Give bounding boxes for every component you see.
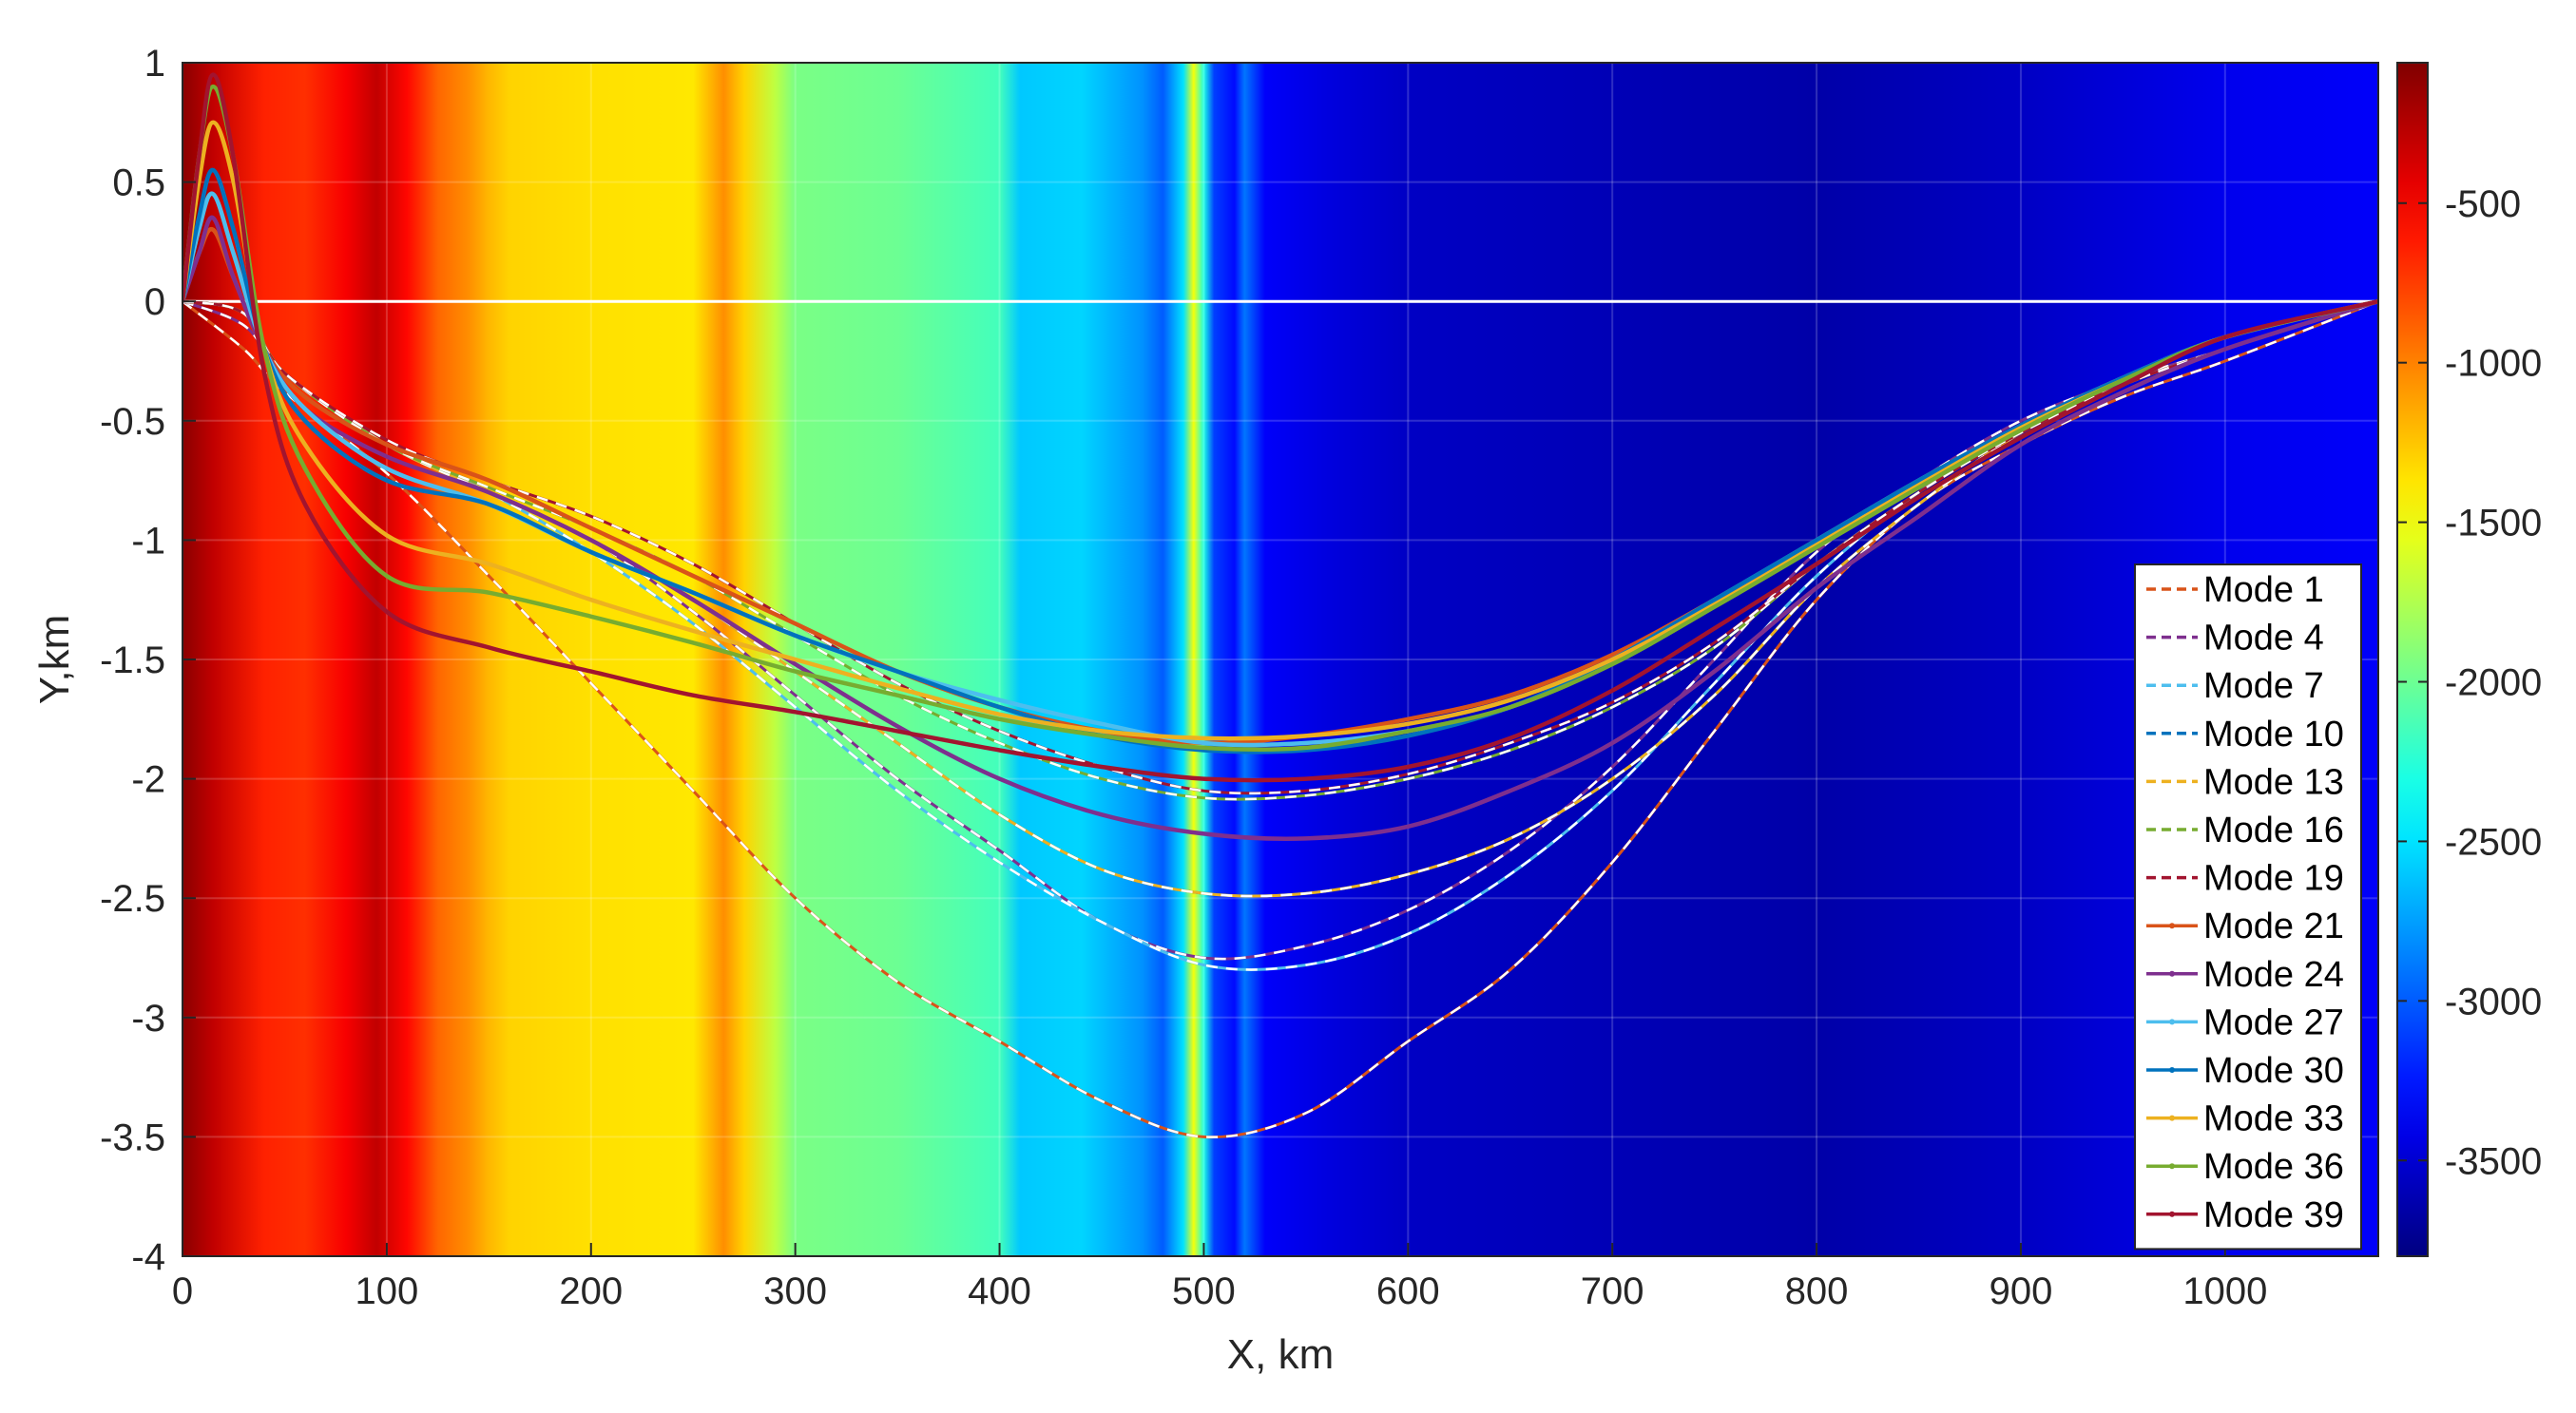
legend-label-mode-36: Mode 36 [2203, 1147, 2344, 1187]
series-line-mode-39 [183, 72, 2378, 783]
legend-label-mode-13: Mode 13 [2203, 762, 2344, 802]
x-tick-label: 700 [1581, 1270, 1644, 1312]
colorbar: -500 -1000 -1500 -2000 -2500 -3000 -3500 [2396, 62, 2542, 1257]
legend-label-mode-10: Mode 10 [2203, 715, 2344, 754]
x-tick-label: 500 [1172, 1270, 1236, 1312]
legend-label-mode-7: Mode 7 [2203, 666, 2324, 706]
y-tick-label: -2.5 [100, 878, 165, 920]
x-tick-label: 0 [172, 1270, 193, 1312]
plot-area [182, 62, 2379, 1257]
colorbar-tick-label: -500 [2445, 183, 2521, 225]
x-tick-label: 300 [763, 1270, 827, 1312]
y-tick-label: 0 [144, 281, 165, 323]
y-tick-label: -0.5 [100, 401, 165, 443]
x-tick-label: 200 [559, 1270, 623, 1312]
series-line-mode-36 [183, 84, 2378, 753]
colorbar-tick-label: -1000 [2445, 343, 2542, 385]
legend-label-mode-21: Mode 21 [2203, 907, 2344, 946]
x-tick-label: 1000 [2182, 1270, 2267, 1312]
legend-label-mode-19: Mode 19 [2203, 859, 2344, 899]
depth-heatmap [183, 63, 2378, 1256]
y-tick-label: -3.5 [100, 1117, 165, 1158]
legend-marker-mode-30 [2169, 1067, 2175, 1073]
legend-marker-mode-21 [2169, 923, 2175, 929]
x-tick-label: 100 [356, 1270, 419, 1312]
y-tick-label: 0.5 [112, 162, 165, 204]
x-tick-label: 600 [1376, 1270, 1440, 1312]
x-tick-label: 800 [1785, 1270, 1849, 1312]
y-tick-label: -2 [131, 759, 165, 801]
x-axis-title: X, km [1227, 1331, 1334, 1378]
legend-label-mode-39: Mode 39 [2203, 1195, 2344, 1235]
y-tick-label: -3 [131, 998, 165, 1040]
y-axis-title: Y,km [31, 615, 78, 705]
legend-marker-mode-39 [2169, 1211, 2175, 1217]
colorbar-gradient [2396, 62, 2429, 1257]
legend-label-mode-27: Mode 27 [2203, 1002, 2344, 1042]
series-lines [183, 72, 2378, 1139]
y-tick-label: -1 [131, 520, 165, 562]
y-tick-label: 1 [144, 43, 165, 85]
colorbar-tick-label: -3000 [2445, 981, 2542, 1022]
y-axis-ticks: 1 0.5 0 -0.5 -1 -1.5 -2 -2.5 -3 -3.5 -4 [100, 43, 196, 1278]
colorbar-ticks: -500 -1000 -1500 -2000 -2500 -3000 -3500 [2397, 183, 2542, 1182]
colorbar-tick-label: -1500 [2445, 503, 2542, 544]
legend-marker-mode-36 [2169, 1163, 2175, 1170]
colorbar-tick-label: -3500 [2445, 1140, 2542, 1182]
legend-marker-mode-27 [2169, 1019, 2175, 1025]
legend-marker-mode-33 [2169, 1115, 2175, 1121]
colorbar-tick-label: -2500 [2445, 821, 2542, 863]
legend-label-mode-16: Mode 16 [2203, 811, 2344, 850]
legend-label-mode-1: Mode 1 [2203, 570, 2324, 610]
x-tick-label: 900 [1990, 1270, 2053, 1312]
series-dash-mode-16 [183, 299, 2378, 801]
legend-box [2134, 563, 2362, 1251]
x-axis-ticks: 0 100 200 300 400 500 600 700 800 900 1000 [172, 1243, 2267, 1312]
legend-label-mode-4: Mode 4 [2203, 619, 2324, 659]
y-tick-label: -1.5 [100, 640, 165, 681]
legend-label-mode-30: Mode 30 [2203, 1051, 2344, 1091]
colorbar-tick-label: -2000 [2445, 662, 2542, 704]
legend-label-mode-24: Mode 24 [2203, 955, 2344, 995]
legend-label-mode-33: Mode 33 [2203, 1099, 2344, 1139]
x-tick-label: 400 [968, 1270, 1031, 1312]
y-tick-label: -4 [131, 1236, 165, 1278]
legend: Mode 1 Mode 4 Mode 7 Mode 10 Mode 13 Mode 16 M… [2134, 563, 2362, 1251]
legend-marker-mode-24 [2169, 970, 2175, 977]
